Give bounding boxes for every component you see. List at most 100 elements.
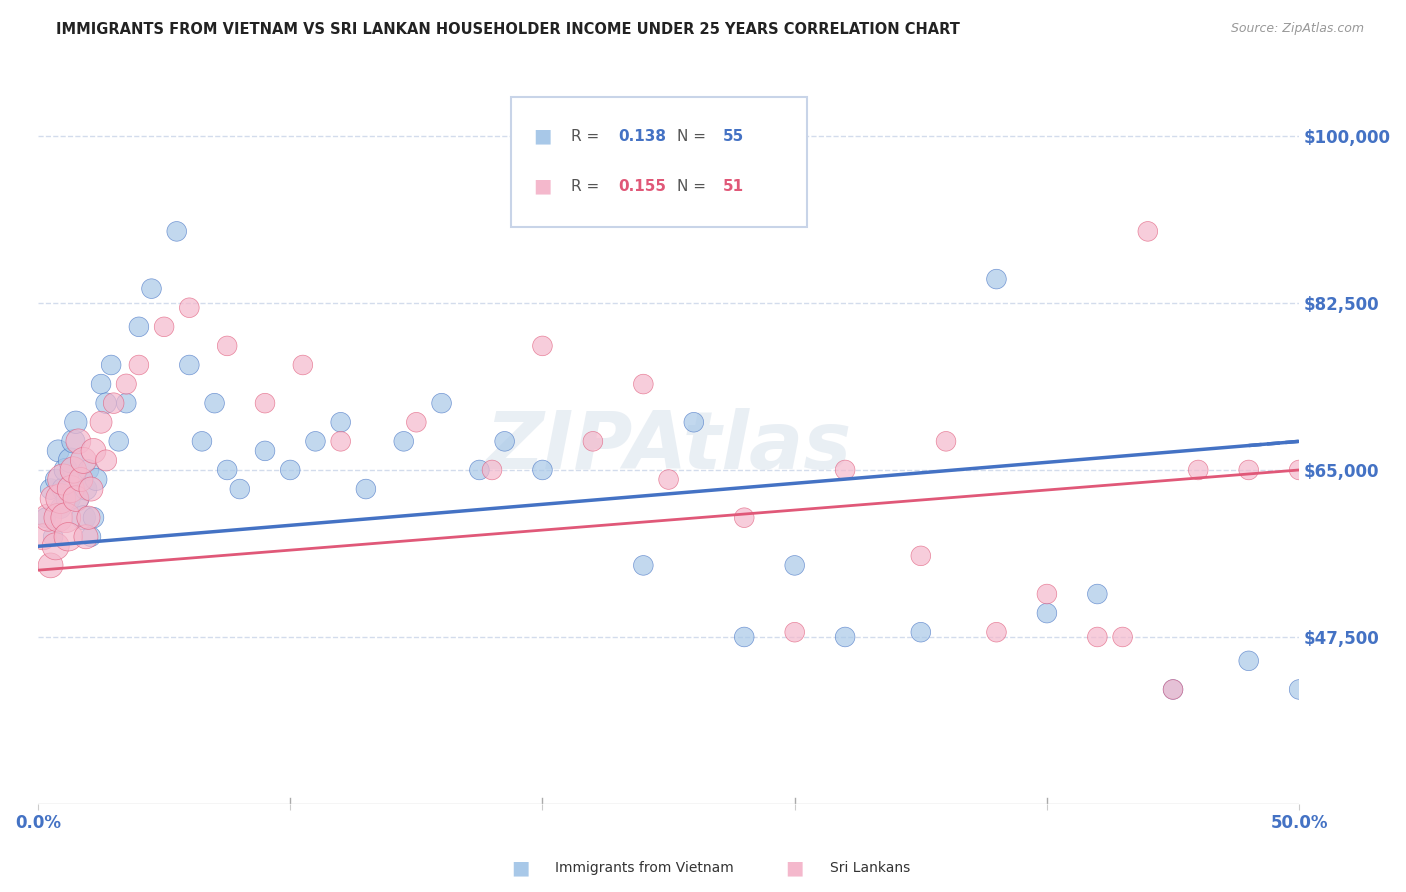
Point (39, 482, 62, 496)
Point (62, 463, 84, 477)
Point (72, 510, 94, 524)
Point (80, 530, 103, 544)
Point (115, 377, 138, 392)
Point (107, 434, 129, 449)
Point (468, 463, 491, 477)
Text: IMMIGRANTS FROM VIETNAM VS SRI LANKAN HOUSEHOLDER INCOME UNDER 25 YEARS CORRELAT: IMMIGRANTS FROM VIETNAM VS SRI LANKAN HO… (56, 22, 960, 37)
Point (229, 482, 252, 496)
Point (77, 510, 100, 524)
Point (67, 491, 90, 506)
Point (682, 415, 704, 429)
Point (52, 473, 75, 487)
Point (42, 491, 65, 506)
Point (94, 396, 117, 410)
Point (34, 510, 56, 524)
Point (75, 482, 97, 496)
Point (1187, 463, 1209, 477)
Point (62, 434, 84, 449)
Point (531, 339, 554, 353)
Point (1237, 654, 1260, 668)
Point (217, 339, 239, 353)
Point (67, 434, 90, 449)
Point (179, 358, 201, 372)
Point (494, 434, 516, 449)
Point (75, 530, 97, 544)
Point (633, 377, 655, 392)
Point (217, 463, 239, 477)
Point (658, 473, 681, 487)
Point (1288, 682, 1310, 697)
Point (141, 282, 163, 296)
Point (329, 415, 352, 429)
Text: ■: ■ (510, 858, 530, 878)
Text: N =: N = (678, 178, 711, 194)
Point (733, 510, 755, 524)
Point (531, 463, 554, 477)
Point (291, 358, 314, 372)
Point (910, 549, 932, 563)
Text: ■: ■ (534, 177, 553, 195)
Text: ■: ■ (785, 858, 804, 878)
Point (65, 415, 87, 429)
Point (986, 625, 1008, 640)
FancyBboxPatch shape (510, 97, 807, 227)
Point (191, 434, 214, 449)
Point (392, 434, 415, 449)
Point (1111, 630, 1133, 644)
Text: 0.138: 0.138 (619, 128, 666, 144)
Point (153, 319, 176, 334)
Point (128, 358, 150, 372)
Point (278, 463, 301, 477)
Point (59, 482, 82, 496)
Point (115, 396, 138, 410)
Point (253, 396, 276, 410)
Point (55, 510, 77, 524)
Text: Source: ZipAtlas.com: Source: ZipAtlas.com (1230, 22, 1364, 36)
Point (783, 558, 806, 573)
Point (70, 473, 93, 487)
Point (329, 434, 352, 449)
Point (1036, 587, 1059, 601)
Point (84, 473, 107, 487)
Point (49, 501, 72, 516)
Point (46, 443, 69, 458)
Point (166, 224, 188, 238)
Point (82, 443, 104, 458)
Point (1237, 463, 1260, 477)
Point (45, 539, 67, 553)
Text: N =: N = (678, 128, 711, 144)
Point (354, 482, 377, 496)
Text: 51: 51 (723, 178, 744, 194)
Point (253, 443, 276, 458)
Text: ■: ■ (534, 127, 553, 145)
Point (103, 396, 125, 410)
Text: 55: 55 (723, 128, 744, 144)
Point (65, 491, 87, 506)
Point (58, 491, 80, 506)
Point (179, 301, 201, 315)
Point (72, 453, 94, 467)
Point (834, 463, 856, 477)
Point (304, 434, 326, 449)
Point (1085, 587, 1108, 601)
Point (58, 530, 80, 544)
Point (90, 415, 112, 429)
Point (45, 473, 67, 487)
Point (481, 463, 503, 477)
Text: R =: R = (571, 128, 605, 144)
Text: Immigrants from Vietnam: Immigrants from Vietnam (555, 861, 734, 875)
Point (46, 510, 69, 524)
Point (94, 453, 117, 467)
Point (582, 434, 605, 449)
Point (430, 396, 453, 410)
Point (1161, 682, 1184, 697)
Point (80, 482, 103, 496)
Point (82, 510, 104, 524)
Point (204, 396, 226, 410)
Point (935, 434, 957, 449)
Point (783, 625, 806, 640)
Point (1085, 630, 1108, 644)
Point (52, 482, 75, 496)
Point (910, 625, 932, 640)
Point (1136, 224, 1159, 238)
